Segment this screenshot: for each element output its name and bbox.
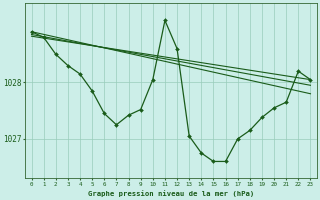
X-axis label: Graphe pression niveau de la mer (hPa): Graphe pression niveau de la mer (hPa) [88,190,254,197]
